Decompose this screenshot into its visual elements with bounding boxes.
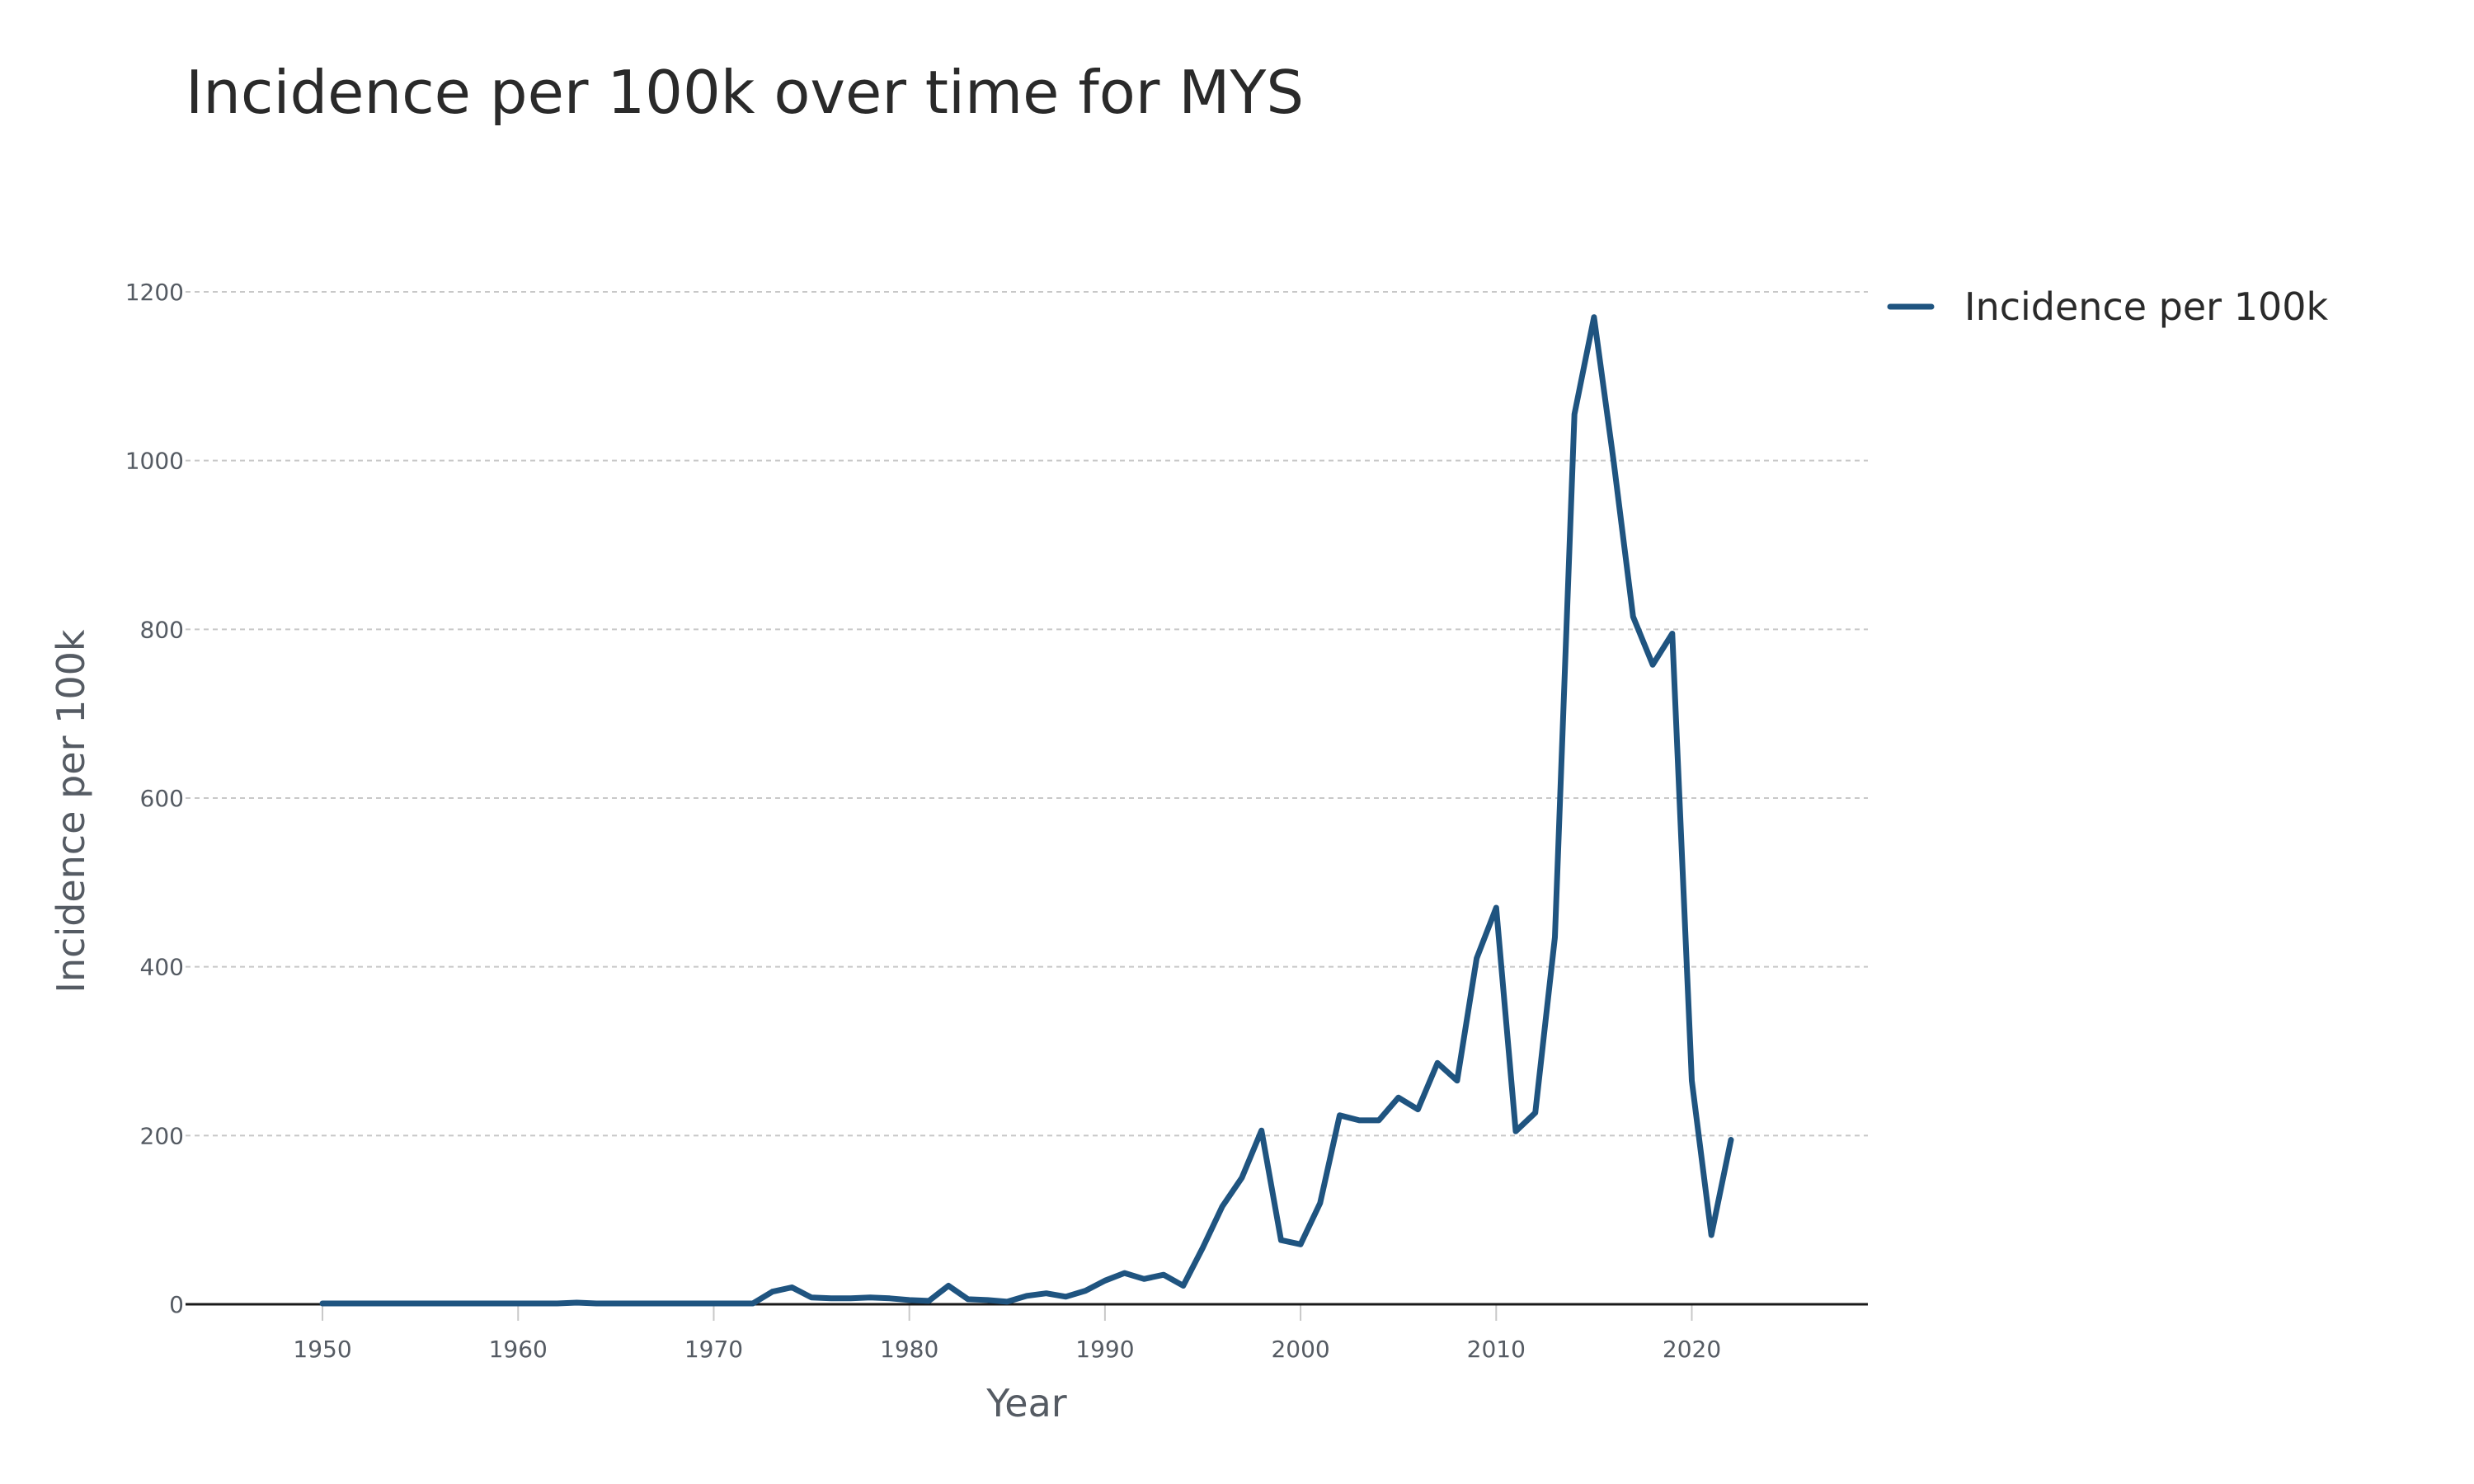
chart-title: Incidence per 100k over time for MYS bbox=[186, 58, 1304, 127]
y-tick-label-1200: 1200 bbox=[125, 279, 184, 306]
x-tick-label-1980: 1980 bbox=[880, 1336, 938, 1363]
y-tick-label-600: 600 bbox=[140, 785, 184, 812]
y-tick-label-200: 200 bbox=[140, 1122, 184, 1149]
legend[interactable]: Incidence per 100k bbox=[1887, 284, 2328, 329]
x-tick-label-2020: 2020 bbox=[1663, 1336, 1721, 1363]
x-tick-label-2000: 2000 bbox=[1271, 1336, 1329, 1363]
x-tick-label-1970: 1970 bbox=[684, 1336, 743, 1363]
y-tick-label-800: 800 bbox=[140, 616, 184, 643]
gridlines bbox=[186, 291, 1868, 1137]
y-tick-label-400: 400 bbox=[140, 954, 184, 981]
x-tick-label-2010: 2010 bbox=[1467, 1336, 1526, 1363]
x-tick-label-1960: 1960 bbox=[489, 1336, 548, 1363]
x-tick-label-1990: 1990 bbox=[1075, 1336, 1134, 1363]
series-layer bbox=[319, 314, 1734, 1307]
x-tick-label-1950: 1950 bbox=[293, 1336, 351, 1363]
x-axis-label: Year bbox=[985, 1381, 1066, 1425]
legend-label: Incidence per 100k bbox=[1964, 284, 2328, 329]
y-axis-ticks: 0 200 400 600 800 1000 1200 bbox=[125, 279, 184, 1318]
x-axis-ticks: 1950 1960 1970 1980 1990 2000 2010 2020 bbox=[293, 1304, 1721, 1363]
y-tick-label-0: 0 bbox=[169, 1291, 184, 1318]
series-line-0 bbox=[319, 314, 1734, 1307]
y-tick-label-1000: 1000 bbox=[125, 448, 184, 475]
y-axis-label: Incidence per 100k bbox=[49, 629, 93, 993]
